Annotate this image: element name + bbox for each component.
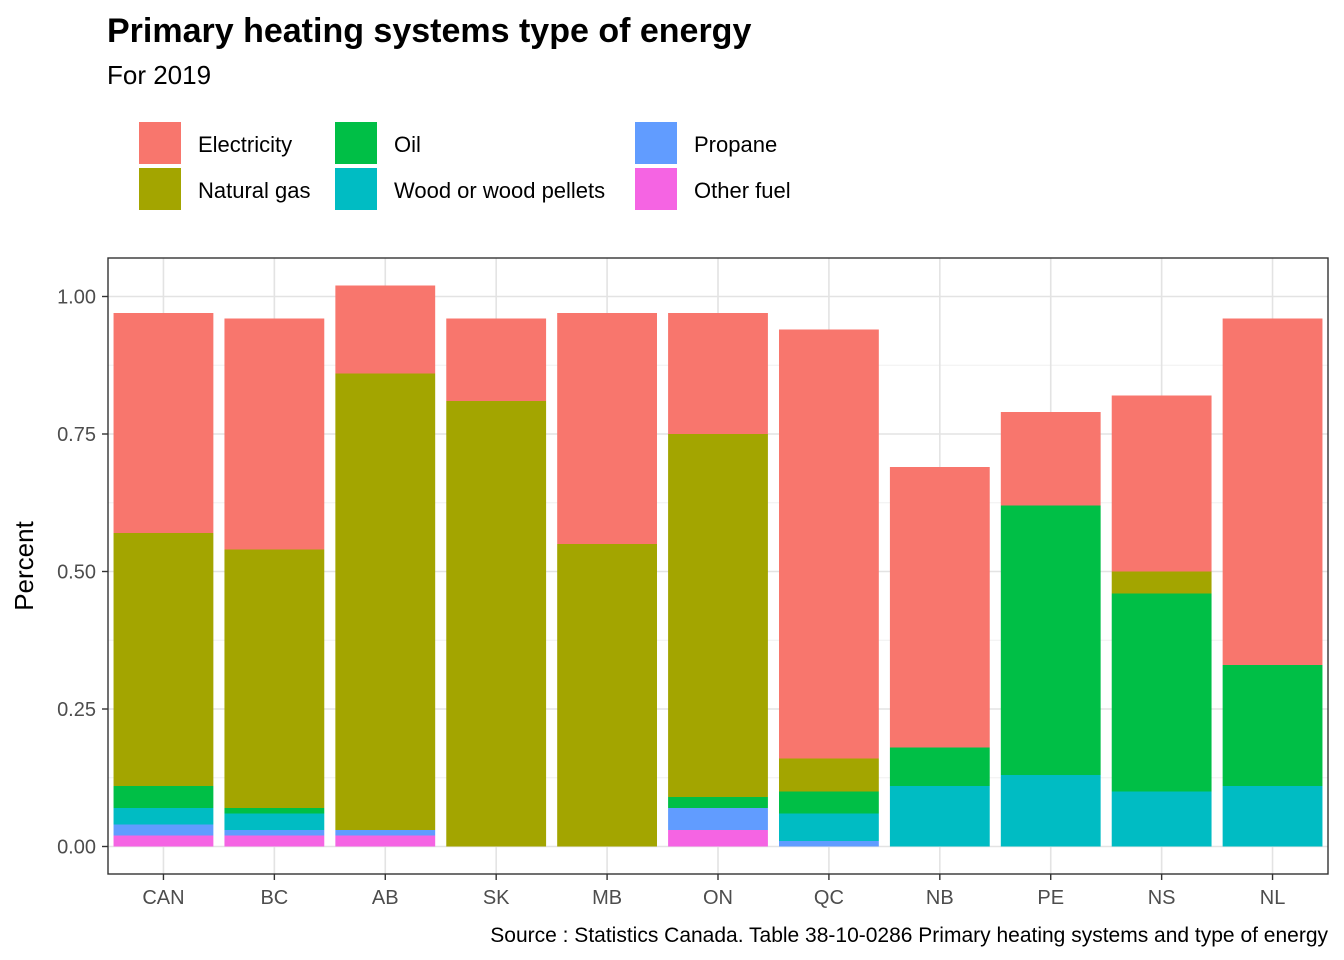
y-tick-label: 0.00 [57, 837, 96, 859]
chart-title: Primary heating systems type of energy [107, 12, 751, 50]
x-tick-label-ns: NS [1148, 887, 1176, 909]
legend-key-other-fuel [635, 168, 677, 210]
bar-can-oil [113, 786, 214, 808]
bar-qc-natural-gas [779, 758, 879, 792]
plot-area: 0.00 0.25 0.50 0.75 1.00 CAN BC AB SK MB ON QC NB PE N… [57, 257, 1329, 909]
bar-qc-propane [779, 841, 879, 847]
bar-can-other-fuel [113, 835, 214, 847]
source-caption: Source : Statistics Canada. Table 38-10-… [490, 924, 1328, 947]
legend-key-oil [335, 122, 377, 164]
bar-bc-propane [224, 830, 325, 836]
bar-can-wood-or-wood-pellets [113, 808, 214, 825]
legend-label-propane: Propane [694, 132, 777, 157]
bar-pe-wood-or-wood-pellets [1000, 775, 1101, 847]
chart-subtitle: For 2019 [107, 60, 211, 90]
bar-sk-electricity [446, 318, 547, 401]
legend-key-electricity [139, 122, 181, 164]
bar-nl-wood-or-wood-pellets [1222, 786, 1323, 847]
legend-label-wood-or-wood-pellets: Wood or wood pellets [394, 178, 605, 203]
x-tick-label-qc: QC [814, 887, 844, 909]
bar-bc-oil [224, 808, 325, 814]
legend-label-other-fuel: Other fuel [694, 178, 791, 203]
bar-nl-electricity [1222, 318, 1323, 665]
bar-mb-electricity [557, 313, 657, 544]
bar-qc-oil [779, 791, 879, 814]
legend-label-natural-gas: Natural gas [198, 178, 311, 203]
legend-key-natural-gas [139, 168, 181, 210]
bar-nb-wood-or-wood-pellets [889, 786, 990, 847]
y-tick-label: 0.50 [57, 562, 96, 584]
bar-ns-wood-or-wood-pellets [1111, 791, 1212, 847]
bar-on-propane [668, 808, 768, 830]
bar-can-electricity [113, 313, 214, 533]
x-tick-label-nb: NB [926, 887, 954, 909]
bar-on-other-fuel [668, 830, 768, 847]
x-tick-label-sk: SK [483, 887, 510, 909]
x-tick-label-on: ON [703, 887, 733, 909]
bar-bc-wood-or-wood-pellets [224, 813, 325, 830]
bar-on-oil [668, 797, 768, 808]
bar-on-natural-gas [668, 434, 768, 797]
bar-qc-electricity [779, 329, 879, 759]
bar-pe-oil [1000, 505, 1101, 775]
bar-ab-natural-gas [335, 373, 436, 830]
y-tick-label: 0.75 [57, 424, 96, 446]
bar-ns-natural-gas [1111, 571, 1212, 594]
bar-bc-electricity [224, 318, 325, 550]
bar-can-natural-gas [113, 533, 214, 786]
x-tick-label-bc: BC [260, 887, 288, 909]
x-tick-label-pe: PE [1037, 887, 1064, 909]
legend-label-oil: Oil [394, 132, 421, 157]
y-axis-label: Percent [9, 520, 39, 610]
bar-ab-electricity [335, 285, 436, 374]
bar-ns-electricity [1111, 395, 1212, 572]
legend-key-wood-or-wood-pellets [335, 168, 377, 210]
bar-on-electricity [668, 313, 768, 434]
y-tick-label: 1.00 [57, 287, 96, 309]
bar-can-propane [113, 824, 214, 836]
bar-nl-oil [1222, 665, 1323, 786]
x-tick-label-can: CAN [142, 887, 184, 909]
bar-qc-wood-or-wood-pellets [779, 813, 879, 841]
bar-mb-natural-gas [557, 544, 657, 847]
bar-nb-oil [889, 747, 990, 786]
bar-bc-natural-gas [224, 549, 325, 808]
bar-ab-propane [335, 830, 436, 836]
x-tick-label-nl: NL [1260, 887, 1286, 909]
legend: Electricity Natural gas Oil Wood or wood pe… [139, 122, 791, 210]
legend-label-electricity: Electricity [198, 132, 292, 157]
bar-pe-electricity [1000, 412, 1101, 506]
bar-ns-oil [1111, 593, 1212, 792]
x-tick-label-mb: MB [592, 887, 622, 909]
y-tick-label: 0.25 [57, 699, 96, 721]
x-tick-label-ab: AB [372, 887, 399, 909]
bar-ab-other-fuel [335, 835, 436, 847]
bar-bc-other-fuel [224, 835, 325, 847]
bar-sk-natural-gas [446, 401, 547, 847]
legend-key-propane [635, 122, 677, 164]
bar-nb-electricity [889, 467, 990, 748]
